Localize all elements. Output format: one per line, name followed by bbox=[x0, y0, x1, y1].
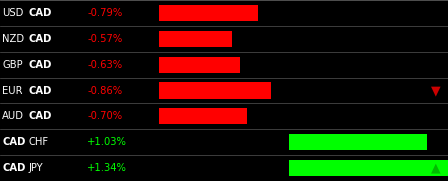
Bar bbox=[159, 108, 247, 124]
Text: ▲: ▲ bbox=[431, 162, 440, 174]
Bar bbox=[289, 160, 448, 176]
Bar bbox=[289, 134, 426, 150]
Bar bbox=[159, 31, 232, 47]
Bar bbox=[159, 57, 240, 73]
Text: +1.34%: +1.34% bbox=[87, 163, 127, 173]
Text: CAD: CAD bbox=[28, 111, 52, 121]
Text: NZD: NZD bbox=[2, 34, 24, 44]
Text: CAD: CAD bbox=[28, 60, 52, 70]
Text: -0.86%: -0.86% bbox=[87, 85, 122, 96]
Text: JPY: JPY bbox=[28, 163, 43, 173]
Bar bbox=[159, 83, 271, 98]
Text: -0.57%: -0.57% bbox=[87, 34, 123, 44]
Text: ▼: ▼ bbox=[431, 84, 440, 97]
Text: AUD: AUD bbox=[2, 111, 24, 121]
Text: +1.03%: +1.03% bbox=[87, 137, 127, 147]
Text: CAD: CAD bbox=[28, 8, 52, 18]
Text: USD: USD bbox=[2, 8, 24, 18]
Text: CAD: CAD bbox=[2, 163, 26, 173]
Text: CAD: CAD bbox=[2, 137, 26, 147]
Text: CAD: CAD bbox=[28, 34, 52, 44]
Bar bbox=[159, 5, 258, 21]
Text: EUR: EUR bbox=[2, 85, 23, 96]
Text: CHF: CHF bbox=[28, 137, 48, 147]
Text: GBP: GBP bbox=[2, 60, 23, 70]
Text: -0.63%: -0.63% bbox=[87, 60, 122, 70]
Text: -0.79%: -0.79% bbox=[87, 8, 123, 18]
Text: CAD: CAD bbox=[28, 85, 52, 96]
Text: -0.70%: -0.70% bbox=[87, 111, 122, 121]
